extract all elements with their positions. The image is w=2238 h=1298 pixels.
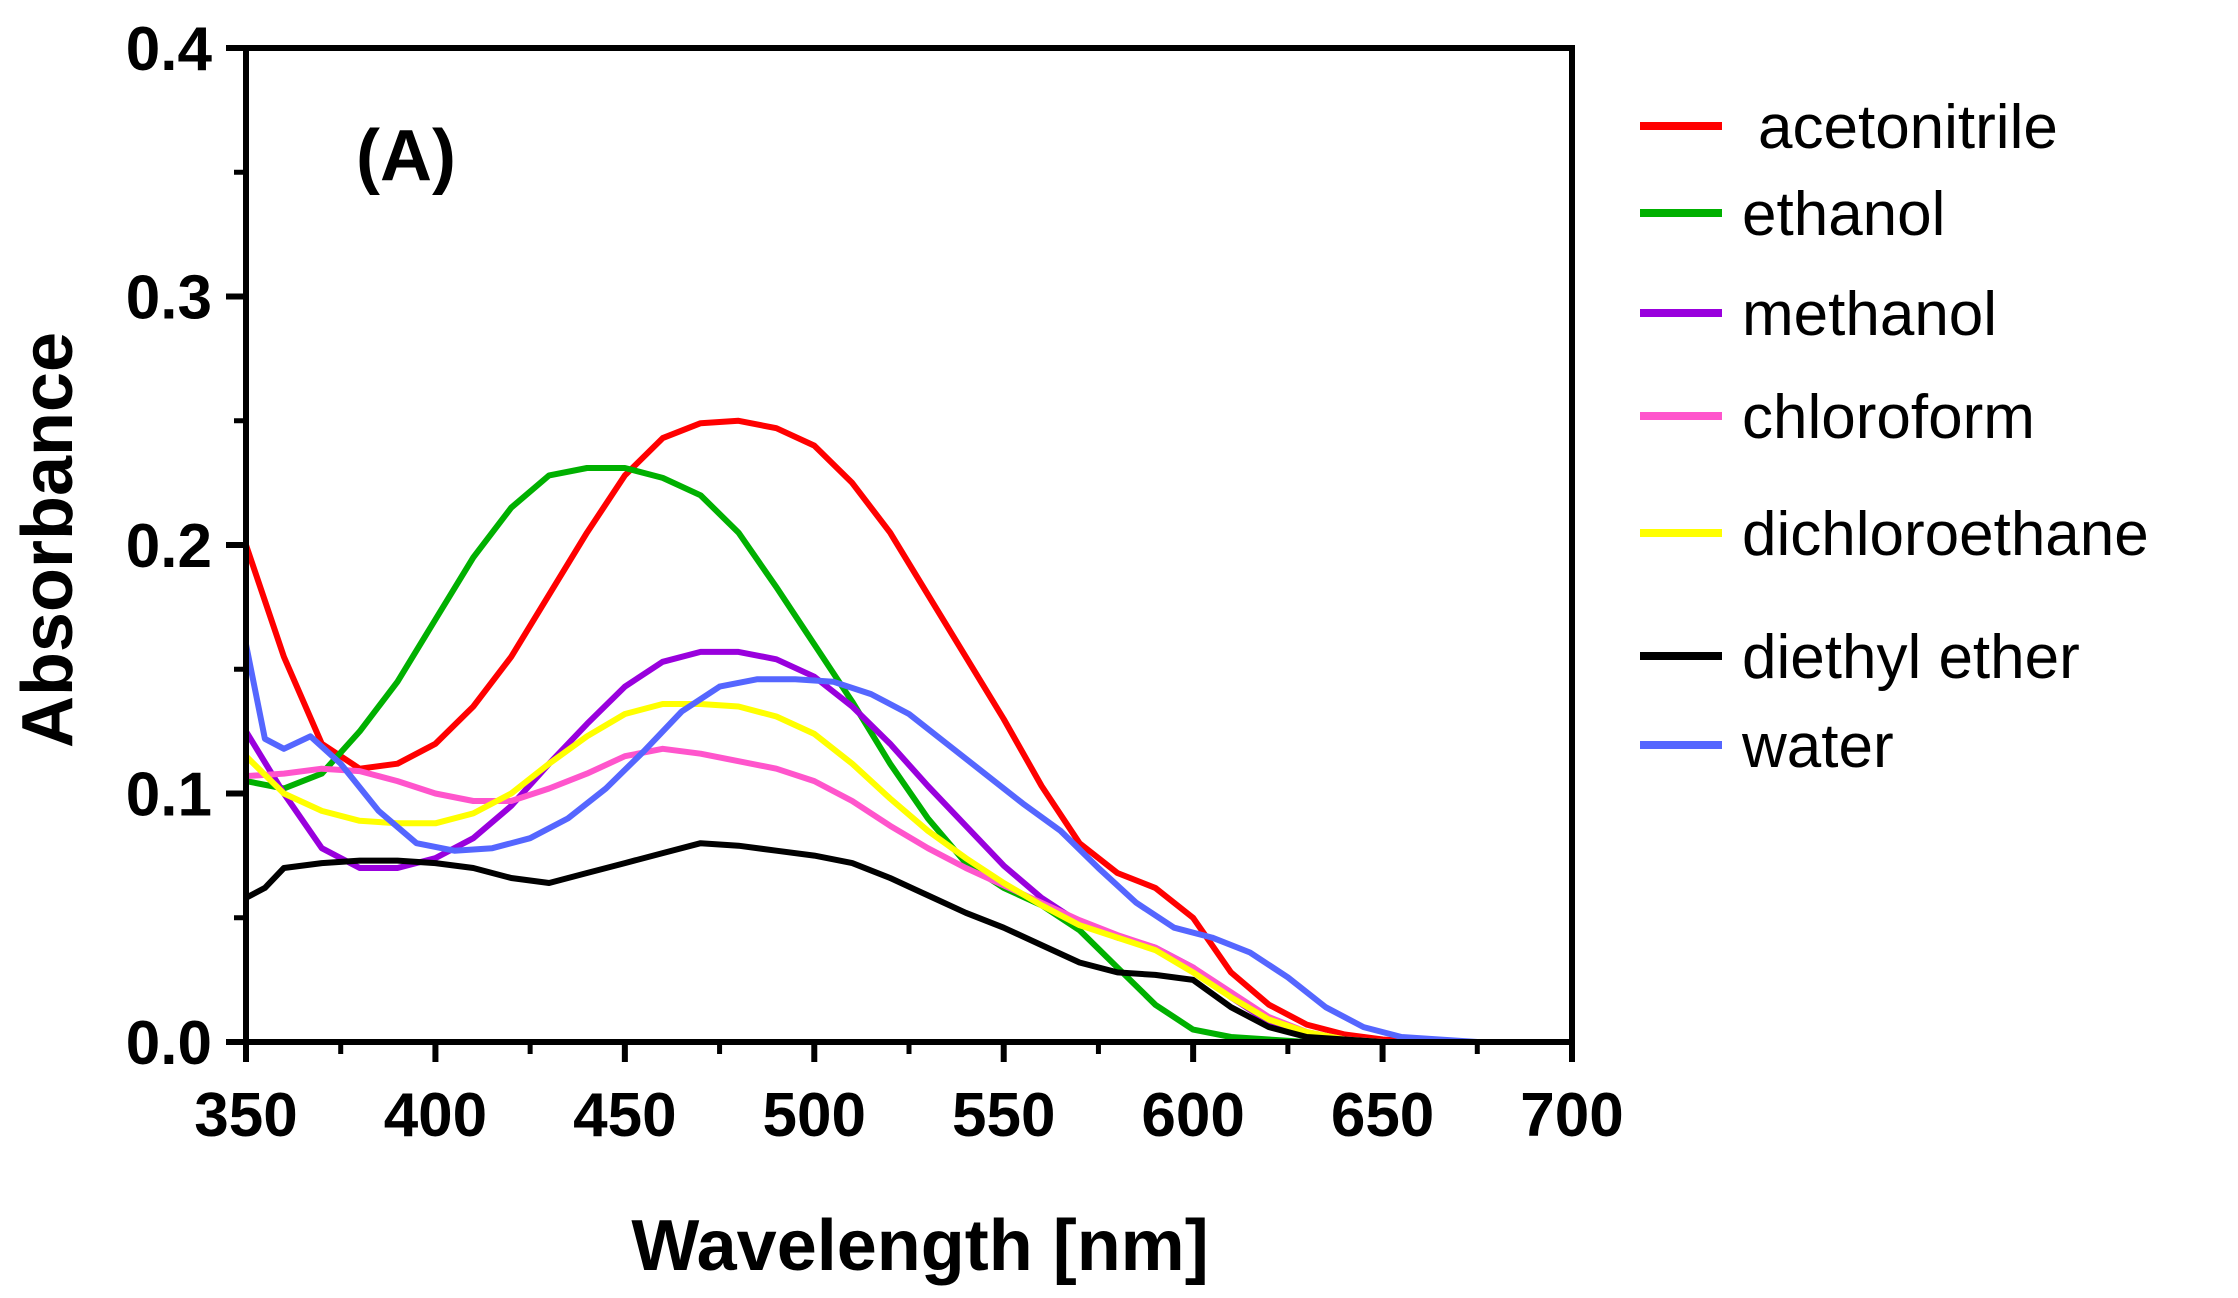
y-tick-label: 0.3 xyxy=(126,264,212,333)
legend-item-ethanol: ethanol xyxy=(1640,180,1945,249)
plot-frame xyxy=(243,45,1575,1045)
y-tick-label: 0.1 xyxy=(126,761,212,830)
series-layer xyxy=(243,417,1575,1045)
legend-item-chloroform: chloroform xyxy=(1640,383,2035,452)
series-line-water xyxy=(243,641,1481,1045)
x-tick-label: 500 xyxy=(763,1081,866,1150)
legend-item-methanol: methanol xyxy=(1640,280,1997,349)
x-axis-ticks: 350 400 450 500 550 600 650 700 xyxy=(194,1042,1624,1150)
legend-item-dichloroethane: dichloroethane xyxy=(1640,500,2149,569)
x-tick-label: 650 xyxy=(1331,1081,1434,1150)
legend-label: diethyl ether xyxy=(1742,623,2080,692)
legend-label: chloroform xyxy=(1742,383,2035,452)
y-tick-label: 0.0 xyxy=(126,1009,212,1078)
legend-label: dichloroethane xyxy=(1742,500,2149,569)
y-axis-ticks: 0.0 0.1 0.2 0.3 0.4 xyxy=(126,15,246,1078)
legend-label: ethanol xyxy=(1742,180,1945,249)
y-tick-label: 0.2 xyxy=(126,512,212,581)
x-tick-label: 350 xyxy=(194,1081,297,1150)
series-line-acetonitrile xyxy=(243,417,1462,1045)
panel-label: (A) xyxy=(356,116,456,196)
series-line-chloroform xyxy=(243,745,1424,1045)
y-tick-label: 0.4 xyxy=(126,15,213,84)
legend-label: water xyxy=(1741,712,1894,781)
x-tick-label: 600 xyxy=(1141,1081,1244,1150)
x-tick-label: 400 xyxy=(384,1081,487,1150)
x-axis-title: Wavelength [nm] xyxy=(631,1206,1208,1286)
series-line-diethyl-ether xyxy=(243,840,1424,1045)
x-tick-label: 450 xyxy=(573,1081,676,1150)
x-tick-label: 550 xyxy=(952,1081,1055,1150)
legend-item-water: water xyxy=(1640,712,1894,781)
legend-item-diethyl-ether: diethyl ether xyxy=(1640,623,2080,692)
series-line-dichloroethane xyxy=(243,701,1424,1045)
legend-label: acetonitrile xyxy=(1758,93,2058,162)
legend-item-acetonitrile: acetonitrile xyxy=(1640,93,2058,162)
series-line-ethanol xyxy=(243,465,1575,1045)
legend-label: methanol xyxy=(1742,280,1997,349)
axes-layer xyxy=(243,45,1575,1045)
x-tick-label: 700 xyxy=(1520,1081,1623,1150)
legend: acetonitrile ethanol methanol chloroform dic… xyxy=(1640,93,2149,781)
y-axis-title: Absorbance xyxy=(8,332,88,748)
